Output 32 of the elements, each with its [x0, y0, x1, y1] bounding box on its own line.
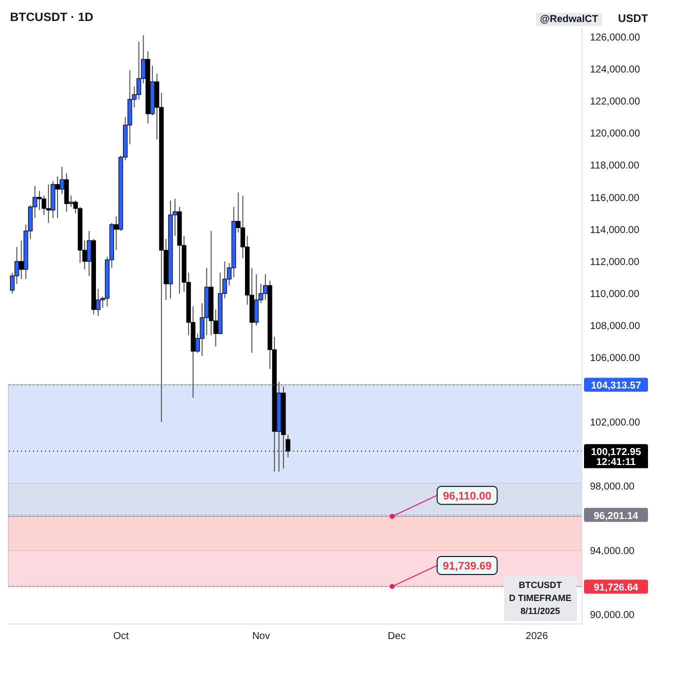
annotation: D TIMEFRAME [509, 592, 572, 605]
annotation: 96,110.00 [443, 490, 492, 502]
y-tick-label: 120,000.00 [590, 128, 640, 140]
y-tick-label: 94,000.00 [590, 546, 635, 557]
y-tick-label: 98,000.00 [590, 482, 635, 493]
y-tick-label: 124,000.00 [590, 64, 640, 76]
y-tick-label: 102,000.00 [590, 417, 640, 428]
y-tick-label: 90,000.00 [590, 610, 635, 621]
y-tick-label: 116,000.00 [590, 192, 640, 204]
y-tick-label: 110,000.00 [590, 289, 640, 300]
y-tick-label: 108,000.00 [590, 321, 640, 332]
x-tick-label: 2026 [526, 631, 548, 642]
y-tick-label: 126,000.00 [590, 32, 640, 44]
x-tick-label: Dec [388, 631, 406, 642]
ref-line-label: 100,172.95 [590, 447, 642, 458]
x-tick-label: Nov [252, 631, 270, 642]
ref-line-label: 104,313.57 [590, 380, 642, 392]
annotation: 91,739.69 [442, 560, 492, 572]
text: USDT [618, 13, 648, 25]
y-tick-label: 114,000.00 [590, 224, 640, 236]
y-tick-label: 122,000.00 [590, 96, 640, 108]
annotation: 8/11/2025 [519, 605, 562, 618]
text: @RedwalCT [536, 13, 602, 26]
annotation: BTCUSDT [518, 579, 563, 592]
ref-line-label: 91,726.64 [594, 582, 639, 594]
text: 12:41:11 [584, 457, 648, 468]
x-tick-label: Oct [113, 631, 129, 642]
ref-line-label: 96,201.14 [594, 510, 639, 522]
y-tick-label: 118,000.00 [590, 160, 640, 172]
y-tick-label: 112,000.00 [590, 256, 640, 268]
y-tick-label: 106,000.00 [590, 353, 640, 364]
chart-title: BTCUSDT · 1D [10, 10, 94, 24]
